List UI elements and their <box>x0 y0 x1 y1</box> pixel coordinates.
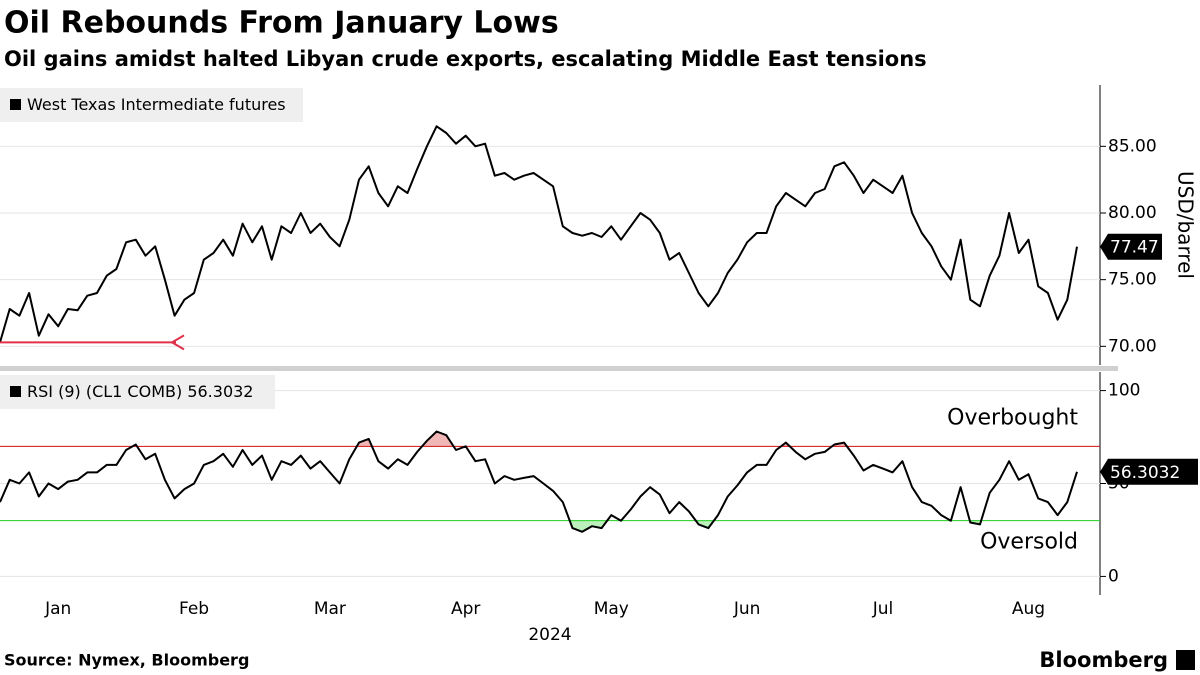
last-value-label: 56.3032 <box>1110 463 1180 483</box>
last-value-box <box>1100 458 1198 485</box>
series-line <box>0 125 1078 343</box>
chart-title: Oil Rebounds From January Lows <box>4 6 559 41</box>
chart-subtitle: Oil gains amidst halted Libyan crude exp… <box>4 47 927 71</box>
legend-name: West Texas Intermediate futures <box>27 95 286 114</box>
y-tick-label: 100 <box>1108 381 1140 401</box>
legend-label: RSI (9) (CL1 COMB) 56.3032 <box>27 382 253 401</box>
arrow-head <box>170 334 185 351</box>
legend-name: RSI (9) (CL1 COMB) <box>27 382 182 401</box>
x-tick-label: Feb <box>179 599 209 619</box>
y-tick-label: 85.00 <box>1108 136 1157 156</box>
y-tick-label: 80.00 <box>1108 203 1157 223</box>
threshold-label: Overbought <box>947 405 1078 430</box>
legend-label: West Texas Intermediate futures <box>27 95 286 114</box>
brand: Bloomberg <box>1039 648 1168 672</box>
series-line <box>0 430 1078 533</box>
panel-separator <box>0 366 1118 371</box>
last-value-box <box>1100 233 1162 260</box>
x-tick-label: Apr <box>451 599 480 619</box>
legend-box <box>0 88 303 122</box>
legend-box <box>0 375 275 409</box>
x-tick-label: Jul <box>872 599 894 619</box>
legend-swatch <box>10 386 21 397</box>
x-axis-label: 2024 <box>528 625 571 645</box>
x-tick-label: Aug <box>1012 599 1045 619</box>
threshold-label: Oversold <box>980 530 1078 555</box>
y-tick-label: 0 <box>1108 566 1119 586</box>
y-tick-label: 70.00 <box>1108 336 1157 356</box>
y-axis-label: USD/barrel <box>1174 171 1198 279</box>
source: Source: Nymex, Bloomberg <box>4 651 249 670</box>
x-tick-label: Jan <box>44 599 71 619</box>
brand-icon <box>1176 650 1195 670</box>
x-tick-label: Mar <box>314 599 346 619</box>
legend-swatch <box>10 99 21 110</box>
y-tick-label: 75.00 <box>1108 270 1157 290</box>
legend-value: 56.3032 <box>187 382 253 401</box>
x-tick-label: May <box>594 599 629 619</box>
last-value-label: 77.47 <box>1110 238 1159 258</box>
x-tick-label: Jun <box>733 599 761 619</box>
